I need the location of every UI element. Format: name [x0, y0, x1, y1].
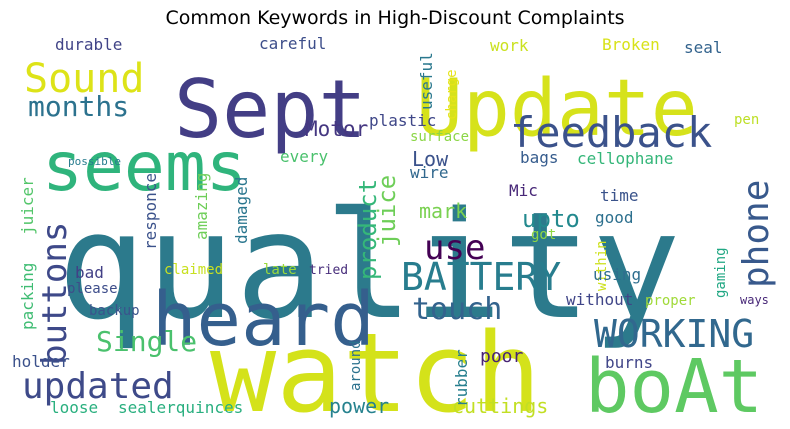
- word-use: use: [424, 228, 485, 268]
- word-heard: heard: [152, 277, 375, 363]
- word-backup: backup: [89, 303, 140, 319]
- word-plastic: plastic: [369, 111, 436, 130]
- word-gaming: gaming: [713, 247, 729, 298]
- word-damaged: damaged: [232, 177, 251, 244]
- word-sept: Sept: [174, 63, 367, 156]
- word-tried: tried: [309, 263, 348, 278]
- word-bad: bad: [75, 263, 104, 282]
- word-bags: bags: [520, 148, 559, 167]
- word-responce: responce: [141, 173, 160, 250]
- word-cuttings: cuttings: [452, 394, 548, 418]
- word-quality: quality: [57, 180, 681, 352]
- word-careful: careful: [259, 35, 326, 53]
- word-time: time: [600, 186, 639, 205]
- word-good: good: [595, 208, 634, 227]
- word-durable: durable: [55, 35, 122, 54]
- word-power: power: [329, 394, 389, 418]
- word-every: every: [280, 147, 329, 166]
- word-around: around: [348, 340, 364, 391]
- word-single: Single: [96, 325, 197, 358]
- word-burns: burns: [605, 353, 653, 372]
- word-touch: touch: [412, 292, 502, 327]
- word-late: late: [263, 262, 297, 278]
- word-months: months: [28, 90, 129, 123]
- word-low: Low: [412, 147, 449, 171]
- word-update: Update: [416, 64, 698, 154]
- word-work: work: [490, 36, 529, 55]
- word-cellophane: cellophane: [577, 149, 673, 168]
- word-seal: seal: [684, 38, 723, 57]
- word-surface: surface: [410, 129, 469, 145]
- word-proper: proper: [645, 293, 696, 309]
- word-watch: watch: [210, 309, 541, 418]
- word-please: please: [67, 281, 118, 297]
- word-possible: possible: [68, 155, 121, 168]
- word-feedback: feedback: [510, 108, 712, 157]
- word-mark: mark: [419, 199, 467, 223]
- word-working: WORKING: [594, 312, 754, 356]
- word-juice: juice: [373, 175, 401, 247]
- word-buttons: buttons: [35, 222, 75, 365]
- wordcloud-area: quality watch Sept Update seems heard boAt feed…: [12, 35, 776, 418]
- word-useful: useful: [417, 52, 436, 110]
- word-upto: upto: [522, 205, 580, 233]
- word-seems: seems: [42, 128, 247, 207]
- word-sealerquinces: sealerquinces: [118, 398, 243, 417]
- word-ways: ways: [740, 293, 769, 307]
- word-pen: pen: [734, 112, 759, 128]
- word-got: got: [531, 227, 556, 243]
- word-updated: updated: [22, 366, 174, 407]
- word-phone: phone: [736, 180, 776, 288]
- word-juicer: juicer: [18, 177, 37, 235]
- word-amazing: amazing: [192, 173, 211, 240]
- word-charge: charge: [444, 69, 460, 120]
- word-within: within: [594, 240, 610, 291]
- word-loose: loose: [50, 398, 98, 417]
- word-battery: BATTERY: [401, 255, 561, 299]
- word-sound: Sound: [24, 56, 144, 102]
- word-boat: boAt: [585, 344, 763, 418]
- word-without: without: [566, 290, 633, 309]
- word-motor: Motor: [305, 117, 368, 141]
- word-packing: packing: [18, 263, 37, 330]
- chart-title: Common Keywords in High-Discount Complai…: [165, 7, 625, 29]
- word-product: product: [354, 179, 382, 280]
- word-holder: holder: [12, 352, 70, 371]
- word-broken: Broken: [602, 35, 660, 54]
- word-rubber: rubber: [452, 349, 471, 407]
- word-poor: poor: [480, 346, 524, 367]
- word-using: using: [593, 265, 641, 284]
- word-wire: wire: [410, 163, 449, 182]
- word-claimed: claimed: [164, 262, 223, 278]
- word-mic: Mic: [509, 181, 538, 200]
